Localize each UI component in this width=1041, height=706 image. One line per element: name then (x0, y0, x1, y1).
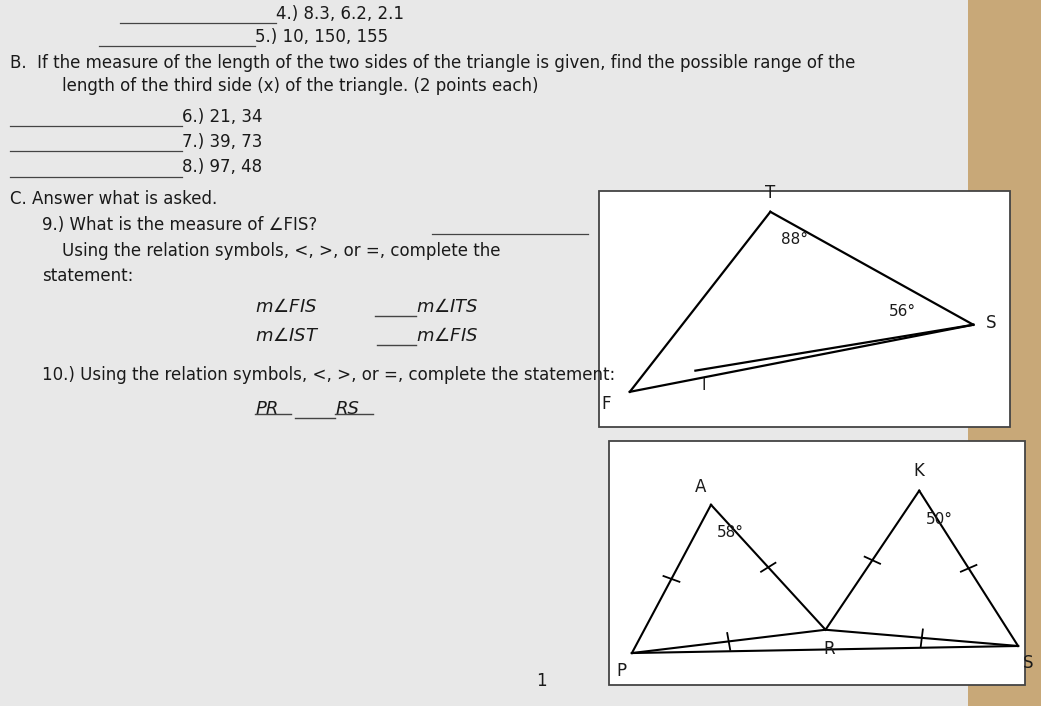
Text: m$\angle$FIS: m$\angle$FIS (416, 327, 479, 345)
Text: m$\angle$FIS: m$\angle$FIS (255, 299, 318, 316)
Text: PR: PR (255, 400, 278, 418)
Bar (609, 441, 1025, 685)
Text: 1: 1 (536, 673, 547, 690)
Text: K: K (914, 462, 924, 480)
Text: A: A (695, 478, 706, 496)
Text: 6.) 21, 34: 6.) 21, 34 (182, 108, 262, 126)
Text: 5.) 10, 150, 155: 5.) 10, 150, 155 (255, 28, 388, 46)
Text: 4.) 8.3, 6.2, 2.1: 4.) 8.3, 6.2, 2.1 (276, 5, 404, 23)
Text: 88°: 88° (781, 232, 808, 246)
Text: 58°: 58° (717, 525, 744, 539)
Text: Using the relation symbols, <, >, or =, complete the: Using the relation symbols, <, >, or =, … (62, 242, 501, 260)
Text: 7.) 39, 73: 7.) 39, 73 (182, 133, 262, 151)
Text: R: R (823, 640, 836, 658)
Text: S: S (986, 313, 996, 332)
Text: m$\angle$ITS: m$\angle$ITS (416, 299, 479, 316)
Text: statement:: statement: (42, 268, 133, 285)
Text: T: T (765, 184, 776, 202)
Text: B.  If the measure of the length of the two sides of the triangle is given, find: B. If the measure of the length of the t… (10, 54, 856, 72)
Bar (968, 0, 1041, 706)
Text: 8.) 97, 48: 8.) 97, 48 (182, 159, 262, 176)
Text: 10.) Using the relation symbols, <, >, or =, complete the statement:: 10.) Using the relation symbols, <, >, o… (42, 366, 615, 384)
Text: m$\angle$IST: m$\angle$IST (255, 327, 320, 345)
Text: F: F (602, 395, 611, 413)
Text: P: P (616, 662, 627, 679)
Text: 9.) What is the measure of ∠FIS?: 9.) What is the measure of ∠FIS? (42, 217, 322, 234)
Text: 56°: 56° (889, 304, 916, 319)
Text: 50°: 50° (925, 512, 953, 527)
Text: length of the third side (x) of the triangle. (2 points each): length of the third side (x) of the tria… (62, 78, 539, 95)
Text: RS: RS (335, 400, 359, 418)
Text: I: I (702, 378, 706, 393)
Text: S: S (1023, 654, 1034, 672)
Bar (599, 191, 1010, 427)
Text: C. Answer what is asked.: C. Answer what is asked. (10, 190, 218, 208)
